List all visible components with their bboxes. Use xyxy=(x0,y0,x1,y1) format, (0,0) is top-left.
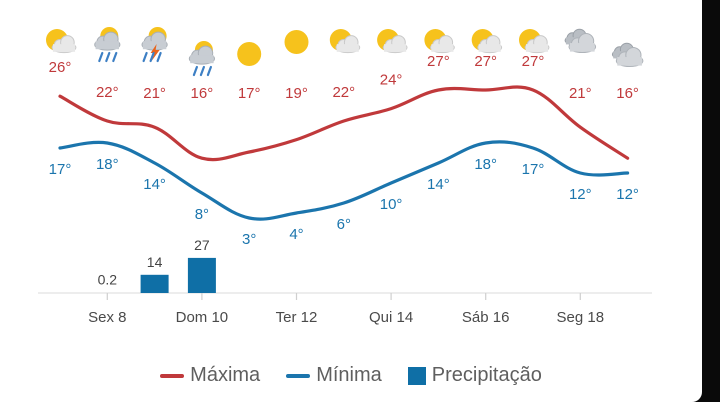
rain-cloud-icon xyxy=(188,41,215,77)
precip-value-label: 27 xyxy=(194,237,210,253)
rain-drop xyxy=(199,65,205,77)
weather-card: Sex 8 Dom 10 Ter 12 Qui 14 Sáb 16 Seg 18 0.2 1… xyxy=(0,0,702,402)
rain-drop xyxy=(149,51,155,63)
min-temp-label: 6° xyxy=(337,216,351,233)
precip-bar[interactable] xyxy=(140,274,169,293)
partly-cloudy-icon xyxy=(46,29,77,54)
rain-drop xyxy=(142,51,148,63)
cloud-shape xyxy=(51,35,77,54)
rain-cloud-icon xyxy=(94,27,121,63)
max-temp-label: 26° xyxy=(49,59,72,76)
series-line-max[interactable] xyxy=(58,85,630,162)
min-temp-label: 3° xyxy=(242,231,256,248)
max-temp-label: 16° xyxy=(616,85,639,102)
legend-label-max: Máxima xyxy=(190,364,261,386)
max-temp-label: 24° xyxy=(380,72,403,89)
cloud-shape xyxy=(430,35,455,54)
cloud-shape xyxy=(335,35,361,54)
cloud-shape xyxy=(94,31,121,51)
legend-item-min[interactable]: Mínima xyxy=(286,364,382,387)
cloud-shape xyxy=(524,35,550,54)
min-temp-label: 12° xyxy=(616,186,639,203)
legend-swatch-max xyxy=(160,373,185,378)
max-temp-label: 19° xyxy=(285,85,308,102)
cloud-shape xyxy=(188,45,215,65)
min-temp-label: 18° xyxy=(96,156,119,173)
min-temp-label: 17° xyxy=(522,161,545,178)
cloud-shape xyxy=(141,31,168,51)
partly-cloudy-icon xyxy=(329,29,361,54)
cloud-shape xyxy=(615,47,644,68)
x-tick-label: Dom 10 xyxy=(176,309,229,326)
legend-label-precip: Precipitação xyxy=(431,364,542,386)
min-temp-label: 17° xyxy=(49,161,72,178)
max-temp-label: 22° xyxy=(332,84,355,101)
x-tick-label: Ter 12 xyxy=(276,309,318,326)
max-temp-label: 27° xyxy=(474,53,497,70)
precip-value-label: 14 xyxy=(147,254,163,270)
x-tick-label: Seg 18 xyxy=(557,309,605,326)
sun-icon xyxy=(237,42,262,66)
legend-swatch-min xyxy=(286,373,311,378)
cloudy-icon xyxy=(611,42,644,68)
forecast-chart: Sex 8 Dom 10 Ter 12 Qui 14 Sáb 16 Seg 18 0.2 1… xyxy=(38,27,652,326)
max-temp-label: 17° xyxy=(238,85,261,102)
min-temp-label: 14° xyxy=(427,176,450,193)
max-temp-label: 22° xyxy=(96,84,119,101)
partly-cloudy-icon xyxy=(471,29,503,54)
precip-bar[interactable] xyxy=(187,257,216,293)
max-temp-label: 16° xyxy=(191,85,214,102)
partly-cloudy-icon xyxy=(519,29,550,54)
x-tick-label: Sáb 16 xyxy=(462,309,510,326)
rain-drop xyxy=(192,65,198,77)
rain-drop xyxy=(112,51,118,63)
rain-drop xyxy=(156,51,162,63)
max-temp-label: 27° xyxy=(522,53,545,70)
precip-value-label: 0.2 xyxy=(98,272,118,288)
sun-shape xyxy=(237,42,262,66)
legend-item-max[interactable]: Máxima xyxy=(160,364,260,387)
min-temp-label: 12° xyxy=(569,186,592,203)
thunderstorm-icon xyxy=(141,27,168,63)
rain-drop xyxy=(98,51,104,63)
max-temp-label: 21° xyxy=(569,85,592,102)
min-temp-label: 18° xyxy=(474,156,497,173)
sun-icon xyxy=(284,30,309,54)
legend-label-min: Mínima xyxy=(316,364,382,386)
cloudy-icon xyxy=(564,28,597,54)
min-temp-label: 14° xyxy=(143,176,166,193)
sun-shape xyxy=(284,30,309,54)
min-temp-label: 8° xyxy=(195,206,209,223)
x-tick-label: Qui 14 xyxy=(369,309,413,326)
min-temp-label: 4° xyxy=(289,226,303,243)
legend-item-precip[interactable]: Precipitação xyxy=(407,364,542,387)
series-line-min[interactable] xyxy=(58,140,630,221)
legend-swatch-precip xyxy=(407,366,426,385)
max-temp-label: 21° xyxy=(143,85,166,102)
chart-legend: Máxima Mínima Precipitação xyxy=(0,364,702,387)
cloud-shape xyxy=(477,35,503,54)
min-temp-label: 10° xyxy=(380,196,403,213)
cloud-shape xyxy=(382,35,408,54)
partly-cloudy-icon xyxy=(424,29,455,54)
x-tick-label: Sex 8 xyxy=(88,309,126,326)
rain-drop xyxy=(105,51,111,63)
cloud-shape xyxy=(568,33,597,54)
rain-drop xyxy=(206,65,212,77)
lightning-bolt xyxy=(150,44,160,61)
max-temp-label: 27° xyxy=(427,53,450,70)
partly-cloudy-icon xyxy=(377,29,408,54)
